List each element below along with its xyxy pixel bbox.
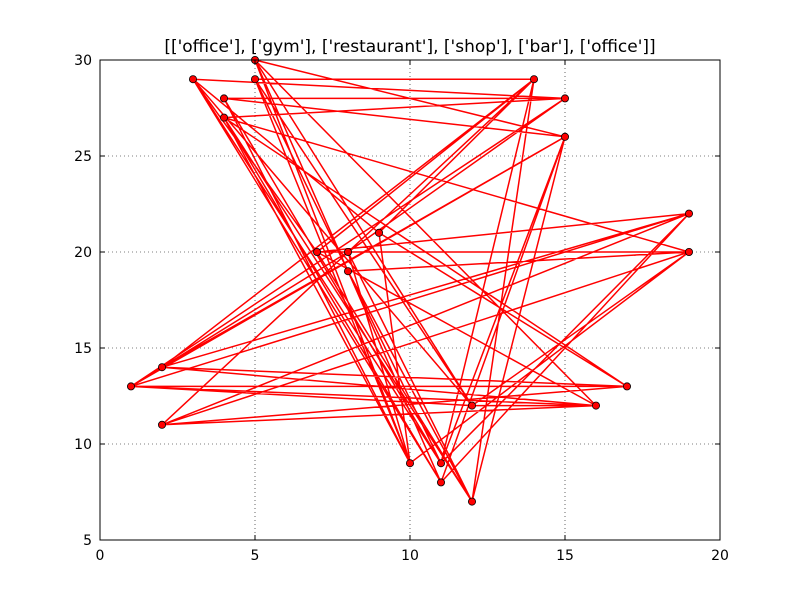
y-tick-label: 30 (74, 53, 92, 69)
y-tick-label: 10 (74, 437, 92, 453)
data-point (219, 113, 228, 122)
x-tick-label: 10 (401, 548, 419, 564)
x-tick-label: 15 (556, 548, 574, 564)
chart-title: [['office'], ['gym'], ['restaurant'], ['… (164, 37, 655, 57)
data-point (343, 247, 352, 256)
data-point (374, 228, 383, 237)
data-point (436, 459, 445, 468)
data-point (685, 247, 694, 256)
data-point (312, 247, 321, 256)
data-point (343, 267, 352, 276)
data-point (530, 75, 539, 84)
x-tick-label: 20 (711, 548, 729, 564)
x-tick-label: 5 (251, 548, 260, 564)
y-tick-label: 15 (74, 341, 92, 357)
y-tick-label: 25 (74, 149, 92, 165)
y-tick-label: 20 (74, 245, 92, 261)
y-tick-label: 5 (83, 533, 92, 549)
data-point (250, 75, 259, 84)
data-point (561, 132, 570, 141)
data-point (467, 401, 476, 410)
data-point (127, 382, 136, 391)
data-point (623, 382, 632, 391)
data-point (219, 94, 228, 103)
data-point (157, 420, 166, 429)
x-tick-label: 0 (96, 548, 105, 564)
data-point (561, 94, 570, 103)
data-point (685, 209, 694, 218)
data-point (592, 401, 601, 410)
data-point (405, 459, 414, 468)
data-point (436, 478, 445, 487)
data-point (467, 497, 476, 506)
data-point (188, 75, 197, 84)
data-point (157, 363, 166, 372)
